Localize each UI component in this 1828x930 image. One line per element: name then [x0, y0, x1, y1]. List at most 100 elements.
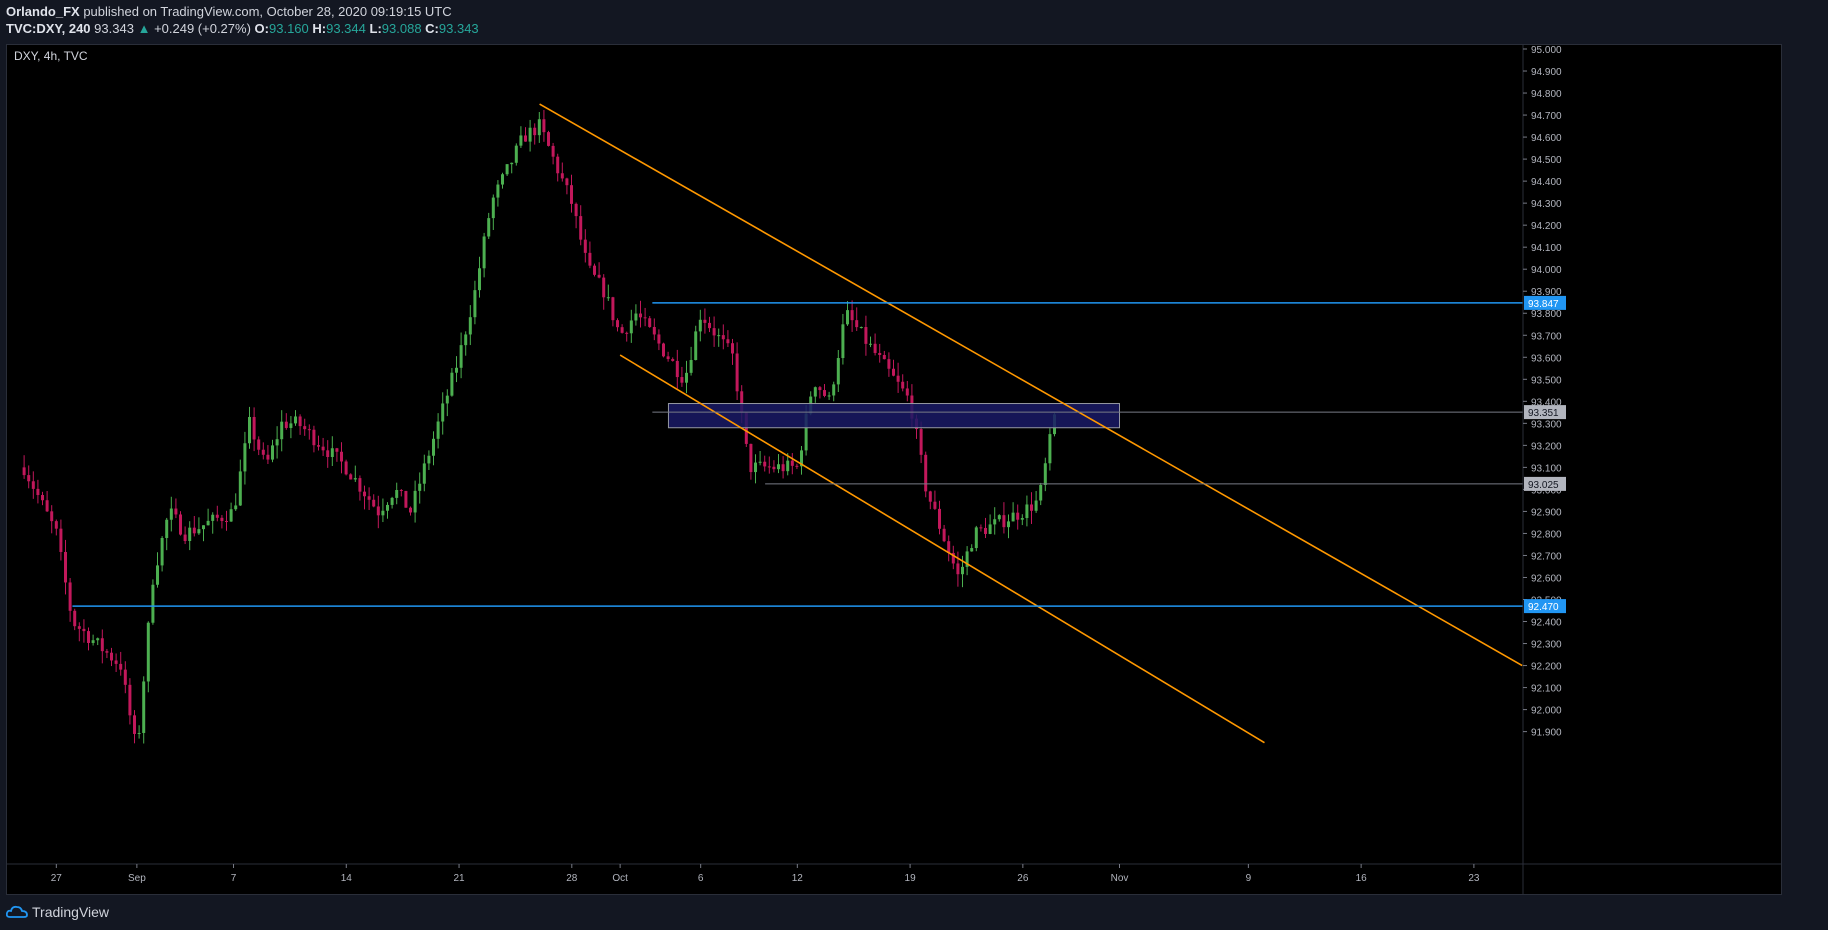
candle	[758, 450, 762, 466]
candle-body	[1048, 434, 1052, 464]
candle	[491, 194, 495, 230]
candle-body	[565, 178, 569, 186]
candle	[188, 521, 192, 551]
candle	[928, 490, 932, 510]
candle-body	[266, 454, 270, 460]
candle	[220, 515, 224, 529]
candle	[243, 431, 247, 485]
candle	[478, 256, 482, 298]
candle	[340, 442, 344, 474]
channel-line	[539, 103, 1523, 667]
candle-body	[353, 478, 357, 480]
candle-body	[432, 438, 436, 456]
candle	[593, 263, 597, 277]
candle-body	[146, 622, 150, 682]
price-tick-label: 92.900	[1531, 507, 1562, 518]
candle	[487, 212, 491, 239]
chart-area[interactable]	[6, 44, 1782, 895]
candle-body	[459, 345, 463, 368]
candle-body	[381, 510, 385, 516]
candle-body	[1039, 484, 1043, 501]
candle-body	[873, 343, 877, 353]
candle-body	[984, 527, 988, 534]
candle	[643, 307, 647, 327]
level-price-label: 93.351	[1528, 408, 1559, 419]
candle	[468, 305, 472, 346]
candle-body	[422, 463, 426, 484]
candle-body	[261, 449, 265, 455]
candle	[464, 331, 468, 356]
candle	[979, 524, 983, 532]
candle-body	[763, 461, 767, 467]
candle	[652, 318, 656, 341]
candle	[169, 496, 173, 532]
candle-body	[583, 239, 587, 253]
last-price: 93.343	[94, 21, 134, 36]
tradingview-logo[interactable]: TradingView	[6, 904, 109, 920]
candle	[951, 545, 955, 570]
candle	[689, 346, 693, 376]
candle-body	[137, 732, 141, 734]
candle-body	[869, 343, 873, 345]
candle-body	[252, 417, 256, 440]
candle-body	[142, 681, 146, 733]
candle	[137, 725, 141, 739]
candle	[800, 445, 804, 475]
candle	[307, 424, 311, 440]
candle-body	[634, 313, 638, 321]
candle	[381, 498, 385, 523]
candle-body	[979, 527, 983, 529]
candle	[64, 539, 68, 595]
level-price-label: 93.847	[1528, 299, 1559, 310]
candle	[767, 456, 771, 474]
price-tick-label: 93.400	[1531, 397, 1562, 408]
candle-body	[123, 669, 127, 685]
candle-body	[767, 466, 771, 468]
candle-body	[961, 566, 965, 575]
candle	[36, 479, 40, 504]
candle-body	[91, 640, 95, 643]
time-tick-label: 12	[792, 873, 804, 884]
candle-body	[588, 252, 592, 266]
candle	[473, 280, 477, 325]
candle-body	[625, 332, 629, 334]
author-name[interactable]: Orlando_FX	[6, 4, 80, 19]
candle	[841, 313, 845, 365]
candle-body	[105, 651, 109, 653]
high-value: 93.344	[326, 21, 366, 36]
price-tick-label: 92.200	[1531, 662, 1562, 673]
candle-body	[514, 145, 518, 163]
candle-body	[970, 548, 974, 552]
candle	[864, 315, 868, 356]
symbol: TVC:DXY, 240	[6, 21, 91, 36]
price-chart[interactable]: DXY, 4h, TVC 95.000 94.900 94.800 94.700 94.6…	[6, 44, 1782, 895]
level-price-label: 93.025	[1528, 480, 1559, 491]
candle-body	[836, 358, 840, 385]
candle-body	[330, 448, 334, 457]
candle-body	[468, 317, 472, 335]
candle-body	[179, 514, 183, 535]
candle	[882, 350, 886, 360]
price-tick-label: 92.000	[1531, 706, 1562, 717]
candle-body	[321, 446, 325, 451]
candle	[694, 325, 698, 361]
candle	[321, 437, 325, 457]
candle-body	[27, 475, 31, 482]
candle	[1025, 495, 1029, 527]
candle	[965, 546, 969, 576]
candle	[427, 450, 431, 470]
candle	[160, 536, 164, 572]
candle-body	[965, 551, 969, 567]
publication-header: Orlando_FX published on TradingView.com,…	[0, 0, 1828, 44]
candle-body	[312, 429, 316, 446]
candle	[261, 442, 265, 460]
candle-body	[59, 528, 63, 552]
candle	[202, 525, 206, 542]
candle-body	[579, 216, 583, 240]
candle-body	[395, 490, 399, 498]
candle	[818, 385, 822, 399]
candle	[344, 459, 348, 476]
level-price-label: 92.470	[1528, 602, 1559, 613]
candle	[54, 519, 58, 536]
candle-body	[73, 610, 77, 627]
